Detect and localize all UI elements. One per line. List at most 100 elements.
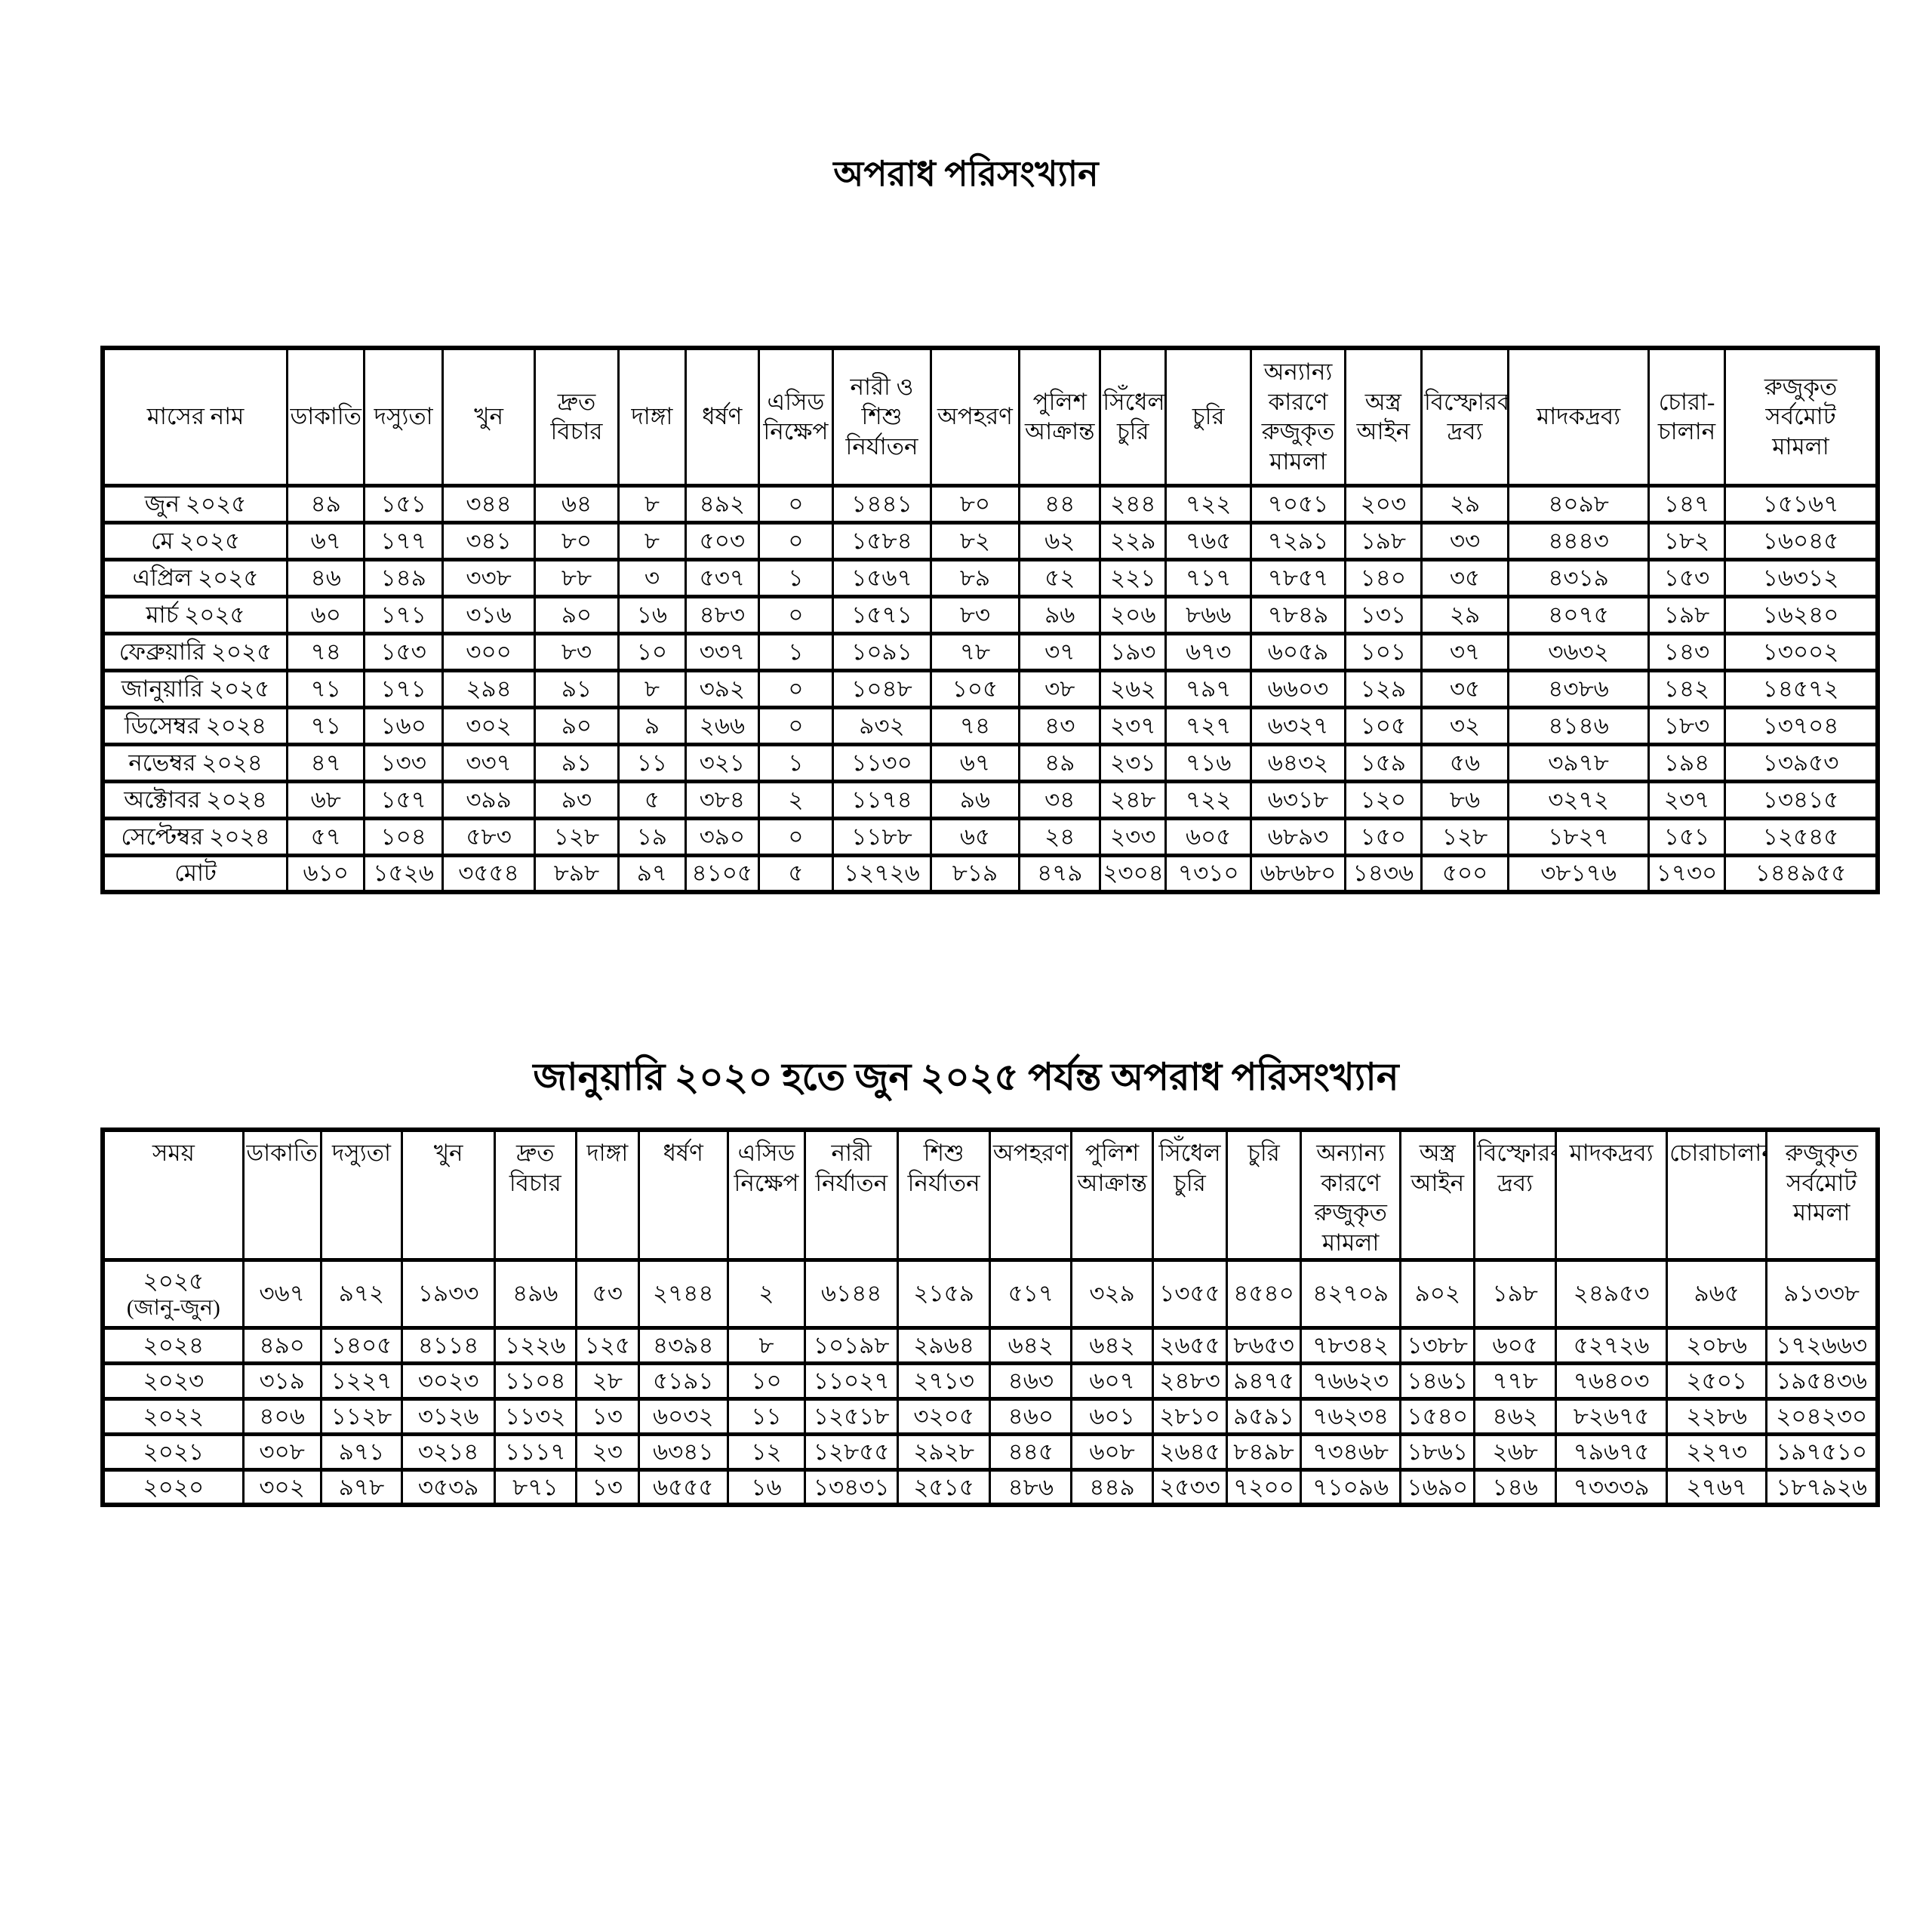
data-cell: ১২৫ xyxy=(574,1325,640,1365)
data-cell: ৯১৩৩৮ xyxy=(1765,1257,1879,1330)
data-cell: ২৬৮ xyxy=(1473,1432,1558,1472)
data-cell: ৩১৬ xyxy=(441,594,537,635)
data-cell: ৩৮ xyxy=(1018,668,1102,709)
data-cell: ১৪৩৬ xyxy=(1343,853,1423,894)
data-cell: ১৯৮ xyxy=(1473,1257,1558,1330)
data-cell: ৩৪৪ xyxy=(441,483,537,525)
data-cell: ৯৪৭৫ xyxy=(1226,1361,1302,1401)
data-cell: ২২৯ xyxy=(1099,520,1168,561)
data-cell: ৪৩ xyxy=(1018,705,1102,746)
data-cell: ১৬৩১২ xyxy=(1724,557,1879,598)
data-cell: ৩৫ xyxy=(1420,557,1510,598)
data-cell: ৮৩ xyxy=(534,631,620,672)
data-cell: ১৪২ xyxy=(1647,668,1727,709)
data-cell: ৪০৭৫ xyxy=(1507,594,1650,635)
data-cell: ১২২৬ xyxy=(493,1325,577,1365)
column-header: মাসের নাম xyxy=(101,346,289,488)
data-cell: ১৪৩ xyxy=(1647,631,1727,672)
data-cell: ১৩৯৫৩ xyxy=(1724,742,1879,783)
data-cell: ২৮ xyxy=(574,1361,640,1401)
column-header: রুজুকৃত সর্বমোট মামলা xyxy=(1765,1128,1879,1262)
data-cell: ৩৭ xyxy=(1420,631,1510,672)
data-cell: ৪১০৫ xyxy=(685,853,760,894)
column-header: দস্যুতা xyxy=(363,346,444,488)
data-cell: ১ xyxy=(757,557,835,598)
column-header: রুজুকৃত সর্বমোট মামলা xyxy=(1724,346,1879,488)
data-cell: ৭২২ xyxy=(1164,779,1253,820)
data-cell: ৪৬ xyxy=(286,557,366,598)
data-cell: ৪৯ xyxy=(1018,742,1102,783)
data-cell: ৭২২ xyxy=(1164,483,1253,525)
data-cell: ৩২১ xyxy=(685,742,760,783)
table-row: জানুয়ারি ২০২৫ ৭১ ১৭১ ২৯৪ ৯১ ৮ ৩৯২ ০ ১০৪৮ ১০৫ ৩৮ ২৬… xyxy=(101,668,1879,709)
column-header: ডাকাতি xyxy=(242,1128,322,1262)
data-cell: ৬৭ xyxy=(286,520,366,561)
data-cell: ১৯৭৫১০ xyxy=(1765,1432,1879,1472)
data-cell: ১২৫১৮ xyxy=(804,1396,899,1436)
data-cell: ৬২ xyxy=(1018,520,1102,561)
data-cell: ৮ xyxy=(617,668,688,709)
data-cell: ১৩ xyxy=(574,1467,640,1507)
data-cell: ৬৩৪১ xyxy=(637,1432,729,1472)
data-cell: ১৯৮ xyxy=(1343,520,1423,561)
data-cell: ৩৬৭ xyxy=(242,1257,322,1330)
data-cell: ১৮৩ xyxy=(1647,705,1727,746)
data-cell: ৩০২ xyxy=(242,1467,322,1507)
data-cell: ৯৬ xyxy=(1018,594,1102,635)
data-cell: ৫ xyxy=(757,853,835,894)
data-cell: ৮৬ xyxy=(1420,779,1510,820)
data-cell: ৬১৪৪ xyxy=(804,1257,899,1330)
column-header: অপহরণ xyxy=(989,1128,1073,1262)
data-cell: ৬৪৩২ xyxy=(1250,742,1346,783)
data-cell: ৯৬৫ xyxy=(1666,1257,1768,1330)
column-header: ধর্ষণ xyxy=(685,346,760,488)
column-header: চোরাচালান xyxy=(1666,1128,1768,1262)
data-cell: ৯১ xyxy=(534,742,620,783)
data-cell: ৪৪৯ xyxy=(1070,1467,1154,1507)
table-row: এপ্রিল ২০২৫ ৪৬ ১৪৯ ৩৩৮ ৮৮ ৩ ৫৩৭ ১ ১৫৬৭ ৮৯ ৫২ ২২১ ৭১৭… xyxy=(101,557,1879,598)
data-cell: ৬০৩২ xyxy=(637,1396,729,1436)
data-cell: ৮২ xyxy=(929,520,1021,561)
data-cell: ৭৩৪৬৮ xyxy=(1299,1432,1402,1472)
data-cell: ২ xyxy=(726,1257,807,1330)
column-header: সময় xyxy=(101,1128,245,1262)
data-cell: ১৬ xyxy=(726,1467,807,1507)
data-cell: ৪১৪৬ xyxy=(1507,705,1650,746)
data-cell: ১৪৭ xyxy=(1647,483,1727,525)
data-cell: ১১৭৪ xyxy=(832,779,932,820)
column-header: দ্রুত বিচার xyxy=(534,346,620,488)
data-cell: ১০৫ xyxy=(1343,705,1423,746)
data-cell: ২৬৫৫ xyxy=(1152,1325,1228,1365)
data-cell: ৪০৯৮ xyxy=(1507,483,1650,525)
data-cell: ৫০০ xyxy=(1420,853,1510,894)
data-cell: ১ xyxy=(757,631,835,672)
data-cell: ৬৬০৩ xyxy=(1250,668,1346,709)
data-cell: ১০৪৮ xyxy=(832,668,932,709)
data-cell: ২২১ xyxy=(1099,557,1168,598)
data-cell: ৬০৭ xyxy=(1070,1361,1154,1401)
row-label: নভেম্বর ২০২৪ xyxy=(101,742,289,783)
column-header: ডাকাতি xyxy=(286,346,366,488)
row-label: ২০২৩ xyxy=(101,1361,245,1401)
data-cell: ১৯৪ xyxy=(1647,742,1727,783)
column-header: দ্রুত বিচার xyxy=(493,1128,577,1262)
data-cell: ৮৯৮ xyxy=(534,853,620,894)
column-header: মাদকদ্রব্য xyxy=(1555,1128,1669,1262)
column-header: দাঙ্গা xyxy=(574,1128,640,1262)
row-sublabel: (জানু-জুন) xyxy=(126,1296,220,1321)
data-cell: ০ xyxy=(757,520,835,561)
data-cell: ৩৫ xyxy=(1420,668,1510,709)
data-cell: ৫৩ xyxy=(574,1257,640,1330)
data-cell: ৫৮৩ xyxy=(441,816,537,857)
data-cell: ১৬০ xyxy=(363,705,444,746)
data-cell: ১৬৯০ xyxy=(1399,1467,1476,1507)
data-cell: ২৮১০ xyxy=(1152,1396,1228,1436)
data-cell: ১৮২ xyxy=(1647,520,1727,561)
column-header: পুলিশ আক্রান্ত xyxy=(1018,346,1102,488)
row-label: ২০২৫ (জানু-জুন) xyxy=(101,1257,245,1330)
data-cell: ৬৫ xyxy=(929,816,1021,857)
data-cell: ৭৮৫৭ xyxy=(1250,557,1346,598)
data-cell: ১৪৯ xyxy=(363,557,444,598)
data-cell: ১৪৬ xyxy=(1473,1467,1558,1507)
data-cell: ৯৭২ xyxy=(319,1257,404,1330)
